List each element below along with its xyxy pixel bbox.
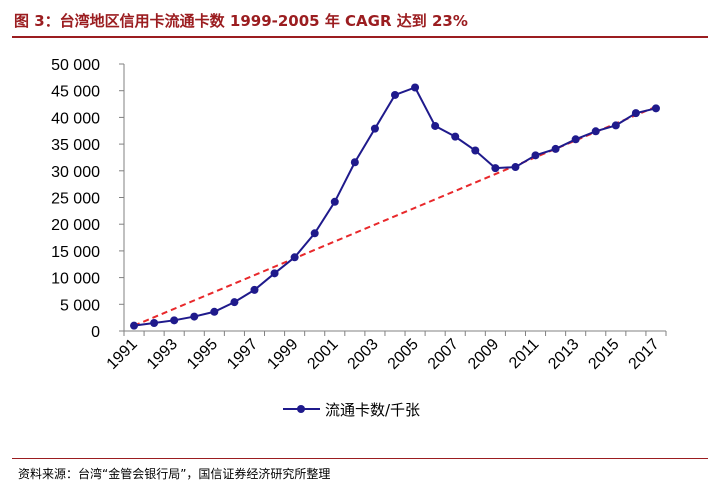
data-point — [170, 316, 179, 325]
y-tick-label: 50 000 — [51, 57, 100, 74]
y-tick-label: 30 000 — [51, 164, 100, 181]
data-point — [651, 104, 660, 113]
x-tick-label: 2013 — [545, 336, 582, 373]
x-tick-label: 1995 — [184, 336, 221, 373]
data-point — [411, 83, 420, 92]
y-tick-label: 45 000 — [51, 84, 100, 101]
data-point — [431, 121, 440, 130]
data-point — [230, 298, 239, 307]
y-axis-ticks: 0 5 000 10 000 15 000 20 000 25 000 30 000 35 0… — [51, 57, 124, 341]
data-point — [491, 164, 500, 173]
data-point — [190, 312, 199, 321]
data-point — [531, 151, 540, 160]
data-point — [130, 321, 139, 330]
data-point — [310, 229, 319, 238]
legend-marker — [297, 405, 305, 413]
data-point — [451, 132, 460, 141]
data-point — [631, 109, 640, 118]
y-tick-label: 10 000 — [51, 271, 100, 288]
axes — [123, 64, 666, 332]
legend-label: 流通卡数/千张 — [325, 401, 420, 419]
x-tick-label: 2011 — [506, 336, 542, 372]
y-tick-label: 0 — [91, 324, 100, 341]
data-point — [350, 158, 359, 167]
data-point — [471, 146, 480, 155]
x-tick-label: 2007 — [425, 336, 462, 373]
x-tick-label: 1997 — [224, 336, 261, 373]
data-point — [391, 90, 399, 99]
data-point — [571, 135, 580, 144]
source-divider — [12, 458, 708, 459]
data-point — [551, 144, 560, 153]
data-point — [210, 307, 219, 316]
data-point — [250, 285, 259, 294]
data-point — [290, 253, 299, 262]
data-point — [150, 318, 159, 327]
y-tick-label: 25 000 — [51, 191, 100, 208]
y-tick-label: 20 000 — [51, 217, 100, 234]
x-tick-label: 1993 — [144, 336, 181, 373]
x-tick-label: 2003 — [345, 336, 382, 373]
y-tick-label: 5 000 — [60, 297, 100, 314]
chart-title: 图 3：台湾地区信用卡流通卡数 1999-2005 年 CAGR 达到 23% — [14, 12, 468, 30]
title-bar: 图 3：台湾地区信用卡流通卡数 1999-2005 年 CAGR 达到 23% — [12, 6, 708, 38]
x-tick-label: 2009 — [465, 336, 502, 373]
x-tick-label: 2005 — [385, 336, 422, 373]
series-line — [133, 86, 657, 327]
series-layer — [130, 83, 660, 330]
legend: 流通卡数/千张 — [283, 401, 420, 419]
y-tick-label: 40 000 — [51, 110, 100, 127]
y-tick-label: 35 000 — [51, 137, 100, 154]
x-tick-label: 1991 — [104, 336, 141, 373]
data-point — [511, 163, 520, 172]
x-tick-label: 2015 — [585, 336, 622, 373]
x-tick-label: 1999 — [264, 336, 301, 373]
data-point — [591, 127, 600, 136]
y-tick-label: 15 000 — [51, 244, 100, 261]
data-point — [611, 121, 620, 130]
data-point — [370, 124, 379, 133]
data-point — [270, 269, 279, 278]
x-axis-ticks: 1991 1993 1995 1997 1999 2001 2003 2005 2007 2009… — [104, 331, 667, 373]
x-tick-label: 2017 — [626, 336, 663, 373]
data-point — [330, 197, 339, 206]
source-note: 资料来源：台湾“金管会银行局”，国信证券经济研究所整理 — [18, 467, 331, 481]
x-tick-label: 2001 — [304, 336, 341, 373]
